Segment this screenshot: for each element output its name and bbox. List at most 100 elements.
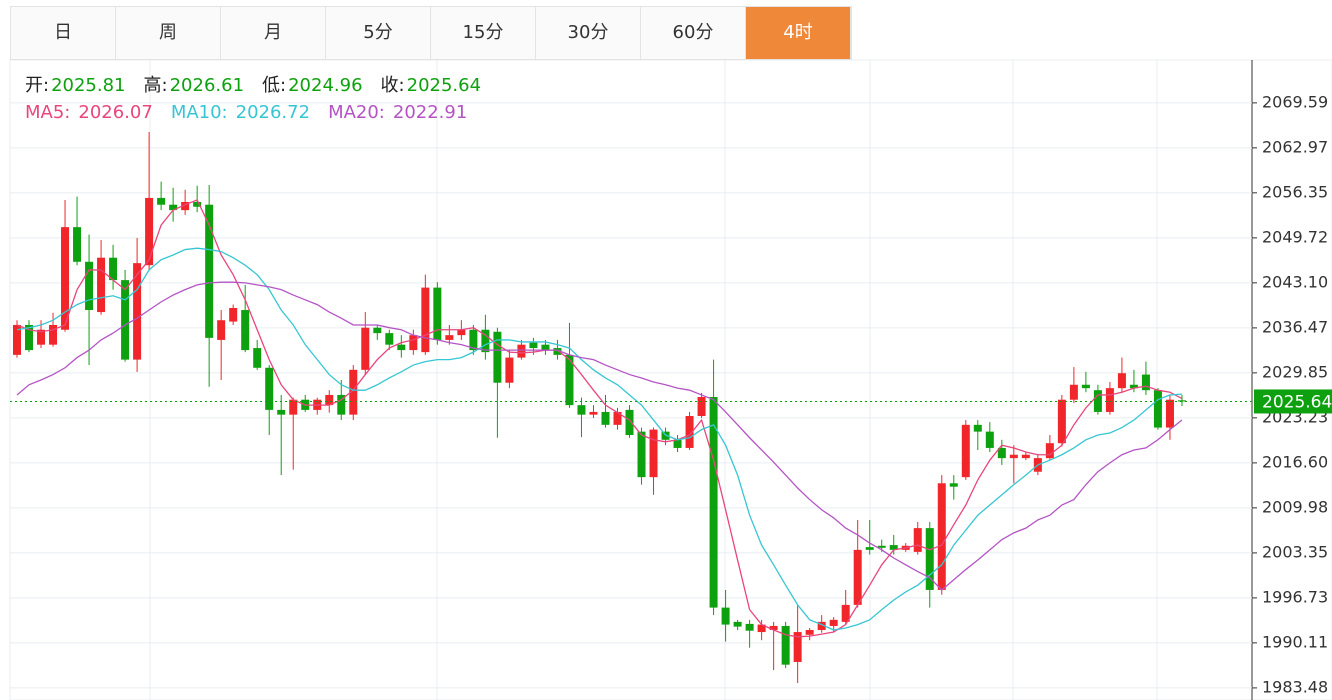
- candle-body: [865, 547, 874, 550]
- candle-body: [817, 621, 826, 631]
- candle-body: [457, 329, 466, 336]
- candle-body: [685, 416, 694, 448]
- y-tick-label: 2029.85: [1262, 362, 1328, 381]
- period-tab[interactable]: 5分: [326, 7, 431, 59]
- y-tick-label: 2036.47: [1262, 317, 1328, 336]
- candle-body: [145, 197, 154, 266]
- candle-body: [37, 329, 46, 345]
- last-price-label: 2025.64: [1262, 392, 1332, 412]
- candle-body: [937, 483, 946, 590]
- period-tab[interactable]: 30分: [536, 7, 641, 59]
- ohlc-row: 开: 2025.81 高: 2026.61 低: 2024.96 收: 2025.64: [25, 72, 499, 99]
- y-tick-label: 2016.60: [1262, 452, 1328, 471]
- period-tab[interactable]: 4时: [746, 7, 851, 59]
- ma-row: MA5: 2026.07 MA10: 2026.72 MA20: 2022.91: [25, 99, 499, 126]
- candle-body: [109, 257, 118, 281]
- candle-body: [229, 307, 238, 322]
- period-tab[interactable]: 日: [11, 7, 116, 59]
- candle-body: [565, 354, 574, 406]
- y-tick-label: 2003.35: [1262, 542, 1328, 561]
- candle-body: [589, 411, 598, 415]
- y-tick-label: 1983.48: [1262, 677, 1328, 696]
- candle-body: [805, 630, 814, 635]
- period-tab[interactable]: 60分: [641, 7, 746, 59]
- candle-body: [25, 324, 34, 351]
- candle-body: [385, 333, 394, 345]
- candle-body: [1105, 388, 1114, 412]
- candle-body: [709, 396, 718, 608]
- candle-body: [1045, 443, 1054, 459]
- candle-body: [949, 483, 958, 487]
- y-tick-label: 2043.10: [1262, 272, 1328, 291]
- candle-body: [85, 261, 94, 311]
- candle-body: [193, 201, 202, 207]
- candle-body: [997, 447, 1006, 459]
- candle-body: [541, 344, 550, 351]
- ohlc-label: 低:: [262, 75, 287, 96]
- candle-body: [277, 409, 286, 415]
- candle-body: [133, 263, 142, 360]
- candle-body: [673, 439, 682, 448]
- candle-body: [1057, 399, 1066, 444]
- candle-body: [961, 424, 970, 478]
- period-tab[interactable]: 15分: [431, 7, 536, 59]
- candle-body: [265, 367, 274, 410]
- candle-body: [325, 394, 334, 406]
- period-tab[interactable]: 周: [116, 7, 221, 59]
- ohlc-label: 开:: [25, 75, 50, 96]
- ma-value: 2022.91: [392, 102, 468, 123]
- period-tabs: 日周月 5分 15分 30分 60分 4时: [10, 6, 852, 60]
- candle-body: [61, 227, 70, 330]
- y-tick-label: 2009.98: [1262, 497, 1328, 516]
- candle-body: [445, 335, 454, 340]
- candle-body: [121, 280, 130, 360]
- candle-body: [289, 399, 298, 415]
- candle-body: [553, 348, 562, 355]
- y-tick-label: 2049.72: [1262, 227, 1328, 246]
- ma-line: [16, 199, 1183, 638]
- candle-body: [757, 624, 766, 633]
- candle-body: [697, 396, 706, 417]
- candle-body: [253, 348, 262, 368]
- candle-body: [481, 329, 490, 353]
- candle-body: [721, 607, 730, 625]
- candle-body: [877, 545, 886, 548]
- candle-body: [505, 357, 514, 383]
- candle-body: [889, 545, 898, 550]
- candle-body: [349, 369, 358, 415]
- candle-body: [421, 287, 430, 353]
- candle-body: [397, 344, 406, 351]
- candle-body: [73, 227, 82, 262]
- candle-body: [241, 310, 250, 351]
- ohlc-value: 2025.81: [51, 75, 126, 96]
- candle-body: [745, 623, 754, 631]
- period-tab[interactable]: 月: [221, 7, 326, 59]
- candle-body: [1129, 384, 1138, 389]
- candle-body: [517, 344, 526, 358]
- ohlc-value: 2026.61: [169, 75, 245, 96]
- candle-body: [529, 342, 538, 349]
- y-tick-label: 2056.35: [1262, 182, 1328, 201]
- ma-name: MA10:: [170, 102, 228, 123]
- candle-body: [841, 604, 850, 622]
- ma-line: [16, 247, 1183, 631]
- ma-name: MA5:: [25, 102, 71, 123]
- candle-body: [433, 287, 442, 340]
- candle-body: [613, 411, 622, 425]
- ohlc-label: 高:: [143, 75, 168, 96]
- candle-body: [985, 431, 994, 448]
- candle-body: [1141, 374, 1150, 391]
- candle-body: [205, 204, 214, 338]
- candle-body: [637, 431, 646, 478]
- y-tick-label: 2062.97: [1262, 137, 1328, 156]
- candle-body: [181, 201, 190, 211]
- y-tick-label: 2069.59: [1262, 92, 1328, 111]
- last-price-box: [1254, 389, 1332, 414]
- candle-body: [49, 324, 58, 345]
- candle-body: [169, 204, 178, 211]
- candle-body: [493, 331, 502, 383]
- ohlc-value: 2025.64: [406, 75, 482, 96]
- candle-body: [853, 549, 862, 605]
